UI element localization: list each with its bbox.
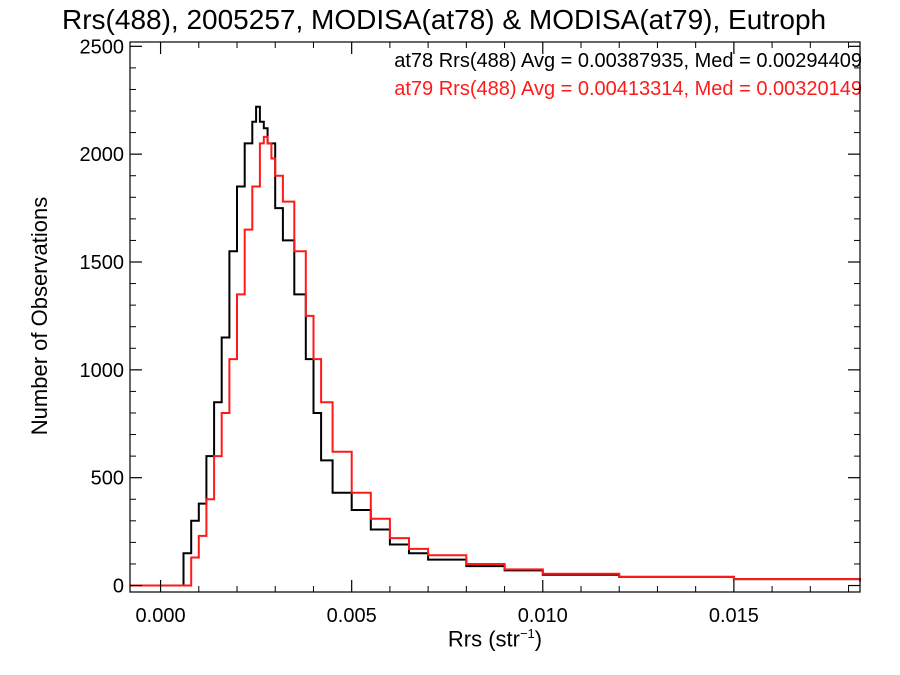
y-tick-label: 1500 bbox=[80, 252, 125, 274]
y-tick-label: 2000 bbox=[80, 144, 125, 166]
x-tick-label: 0.015 bbox=[709, 605, 759, 627]
x-tick-label: 0.000 bbox=[136, 605, 186, 627]
x-axis-label-exponent: −1 bbox=[519, 626, 535, 641]
plot-frame bbox=[129, 41, 861, 593]
legend-entry-at78: at78 Rrs(488) Avg = 0.00387935, Med = 0.… bbox=[394, 50, 862, 72]
y-tick-label: 0 bbox=[113, 576, 124, 598]
x-axis-label: Rrs (str−1) bbox=[448, 626, 542, 652]
y-tick-label: 2500 bbox=[80, 36, 125, 58]
x-tick-label: 0.005 bbox=[327, 605, 377, 627]
legend-entry-at79: at79 Rrs(488) Avg = 0.00413314, Med = 0.… bbox=[394, 78, 862, 100]
y-tick-label: 500 bbox=[91, 468, 124, 490]
chart-title: Rrs(488), 2005257, MODISA(at78) & MODISA… bbox=[62, 4, 827, 35]
series-line-at79 bbox=[130, 135, 861, 587]
x-axis-label-close: ) bbox=[534, 626, 543, 652]
y-tick-label: 1000 bbox=[80, 360, 125, 382]
x-tick-label: 0.010 bbox=[518, 605, 568, 627]
series-line-at78 bbox=[130, 105, 861, 587]
x-axis-label-base: Rrs (str bbox=[447, 626, 520, 652]
